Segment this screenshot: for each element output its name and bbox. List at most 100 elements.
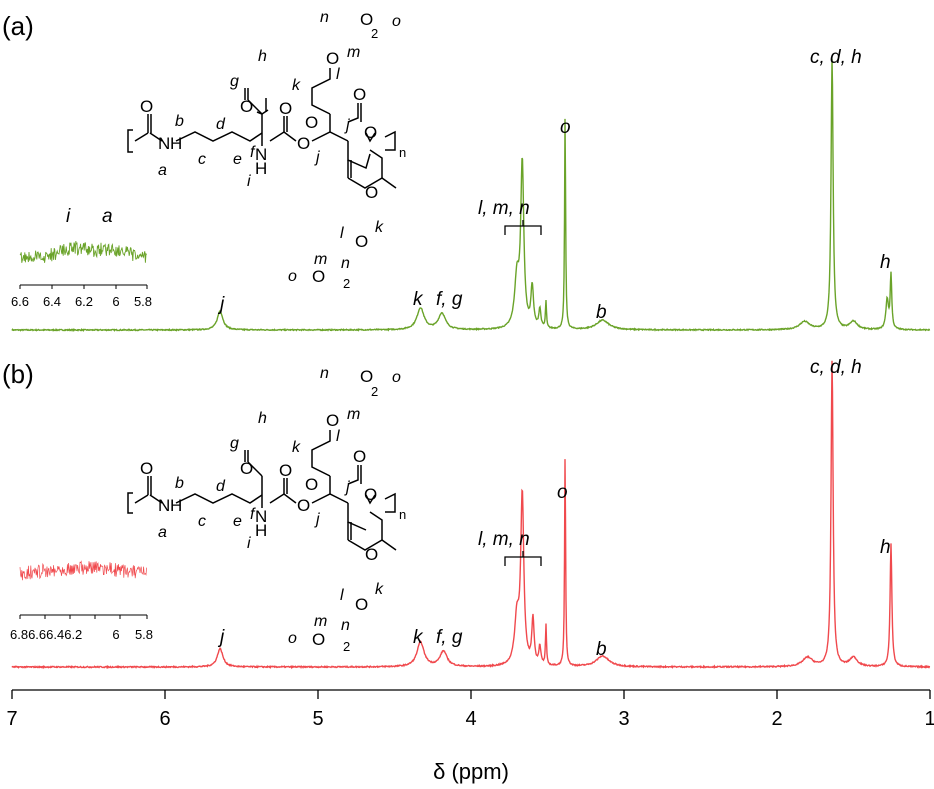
peak-label-a-lmn: l, m, n bbox=[478, 198, 530, 219]
peak-label-b-o: o bbox=[557, 482, 568, 503]
atom-O: O bbox=[297, 134, 310, 153]
atom-O: O bbox=[365, 545, 378, 564]
atom-O: O bbox=[279, 99, 292, 118]
x-axis-title: δ (ppm) bbox=[433, 759, 509, 784]
subscript-2: 2 bbox=[343, 276, 350, 291]
label-j: j bbox=[344, 479, 350, 496]
subscript-n: n bbox=[399, 145, 406, 160]
x-tick-label: 6 bbox=[159, 708, 170, 730]
label-c: c bbox=[198, 513, 206, 530]
x-tick-label: 3 bbox=[618, 708, 629, 730]
inset-b: 6.86.66.46.2 6 5.8 bbox=[10, 614, 153, 642]
atom-O: O bbox=[240, 459, 253, 478]
label-d: d bbox=[216, 478, 226, 495]
atom-N: N bbox=[158, 496, 170, 515]
label-o: o bbox=[288, 268, 297, 285]
label-i: i bbox=[247, 173, 251, 190]
structure-b bbox=[127, 430, 397, 551]
label-o: o bbox=[392, 369, 401, 386]
spectra bbox=[11, 58, 931, 670]
atom-H: H bbox=[255, 521, 267, 540]
subscript-n: n bbox=[399, 507, 406, 522]
label-o: o bbox=[392, 13, 401, 30]
label-k: k bbox=[292, 77, 301, 94]
inset-b-tick: 6.86.66.46.2 bbox=[10, 627, 82, 642]
bracket-a-lmn bbox=[504, 220, 542, 235]
label-e: e bbox=[233, 513, 242, 530]
label-a: a bbox=[158, 524, 167, 541]
x-tick-label: 5 bbox=[312, 708, 323, 730]
atom-O: O bbox=[312, 630, 325, 649]
label-j: j bbox=[314, 149, 320, 166]
label-e: e bbox=[233, 151, 242, 168]
inset-b-noise bbox=[19, 560, 147, 581]
spectrum-b-line bbox=[11, 360, 931, 670]
label-b: b bbox=[175, 113, 184, 130]
atom-N: N bbox=[158, 134, 170, 153]
peak-label-a-o: o bbox=[560, 117, 571, 138]
label-d: d bbox=[216, 116, 226, 133]
atom-O: O bbox=[365, 183, 378, 202]
atom-O: O bbox=[297, 496, 310, 515]
panel-label-a: (a) bbox=[2, 11, 34, 41]
label-l: l bbox=[340, 225, 344, 242]
atom-N: N bbox=[255, 145, 267, 164]
inset-a-peak-a: a bbox=[102, 206, 113, 227]
inset-a: 6.6 6.4 6.2 6 5.8 i a bbox=[11, 206, 152, 309]
atom-O: O bbox=[355, 595, 368, 614]
x-tick-label: 7 bbox=[6, 708, 17, 730]
label-k: k bbox=[292, 439, 301, 456]
panel-label-b: (b) bbox=[2, 359, 34, 389]
atom-H: H bbox=[170, 496, 182, 515]
peak-label-a-fg: f, g bbox=[436, 289, 463, 310]
inset-a-tick: 5.8 bbox=[134, 294, 152, 309]
label-l: l bbox=[336, 428, 340, 445]
label-f: f bbox=[250, 144, 256, 161]
atom-O: O bbox=[364, 123, 377, 142]
label-i: i bbox=[247, 535, 251, 552]
peak-label-a-h: h bbox=[880, 252, 891, 273]
label-n: n bbox=[320, 365, 329, 382]
label-o: o bbox=[288, 630, 297, 647]
inset-b-tick: 6 bbox=[112, 627, 119, 642]
inset-a-tick: 6.6 bbox=[11, 294, 29, 309]
label-b: b bbox=[175, 475, 184, 492]
atom-O: O bbox=[353, 85, 366, 104]
peak-label-b-h: h bbox=[880, 537, 891, 558]
atom-O: O bbox=[364, 485, 377, 504]
peak-label-a-cdh: c, d, h bbox=[810, 47, 862, 68]
spectrum-a-line bbox=[11, 58, 931, 333]
x-tick-label: 2 bbox=[771, 708, 782, 730]
atom-O: O bbox=[279, 461, 292, 480]
structure-a bbox=[127, 68, 397, 189]
atom-O: O bbox=[140, 459, 153, 478]
label-m: m bbox=[347, 44, 360, 61]
x-axis: 7 6 5 4 3 2 1 δ (ppm) bbox=[6, 689, 934, 784]
label-f: f bbox=[250, 506, 256, 523]
inset-a-tick: 6.4 bbox=[43, 294, 61, 309]
atom-O: O bbox=[355, 232, 368, 251]
atom-N: N bbox=[255, 507, 267, 526]
inset-a-tick: 6 bbox=[112, 294, 119, 309]
label-m: m bbox=[347, 406, 360, 423]
label-j: j bbox=[344, 117, 350, 134]
peak-label-b-j: j bbox=[217, 627, 225, 648]
label-n: n bbox=[320, 9, 329, 26]
label-a: a bbox=[158, 162, 167, 179]
inset-b-tick: 5.8 bbox=[135, 627, 153, 642]
label-g: g bbox=[230, 73, 239, 90]
subscript-2: 2 bbox=[343, 639, 350, 654]
label-l: l bbox=[336, 66, 340, 83]
atom-O: O bbox=[312, 267, 325, 286]
atom-O: O bbox=[360, 10, 373, 29]
label-k: k bbox=[375, 581, 384, 598]
inset-a-peak-i: i bbox=[66, 206, 71, 227]
x-tick-label: 4 bbox=[465, 708, 476, 730]
atom-O: O bbox=[305, 475, 318, 494]
x-ticks: 7 6 5 4 3 2 1 bbox=[6, 690, 934, 730]
subscript-2: 2 bbox=[371, 26, 378, 41]
peak-label-a-b: b bbox=[596, 302, 607, 323]
bracket-b-lmn bbox=[504, 551, 542, 566]
label-k: k bbox=[375, 219, 384, 236]
